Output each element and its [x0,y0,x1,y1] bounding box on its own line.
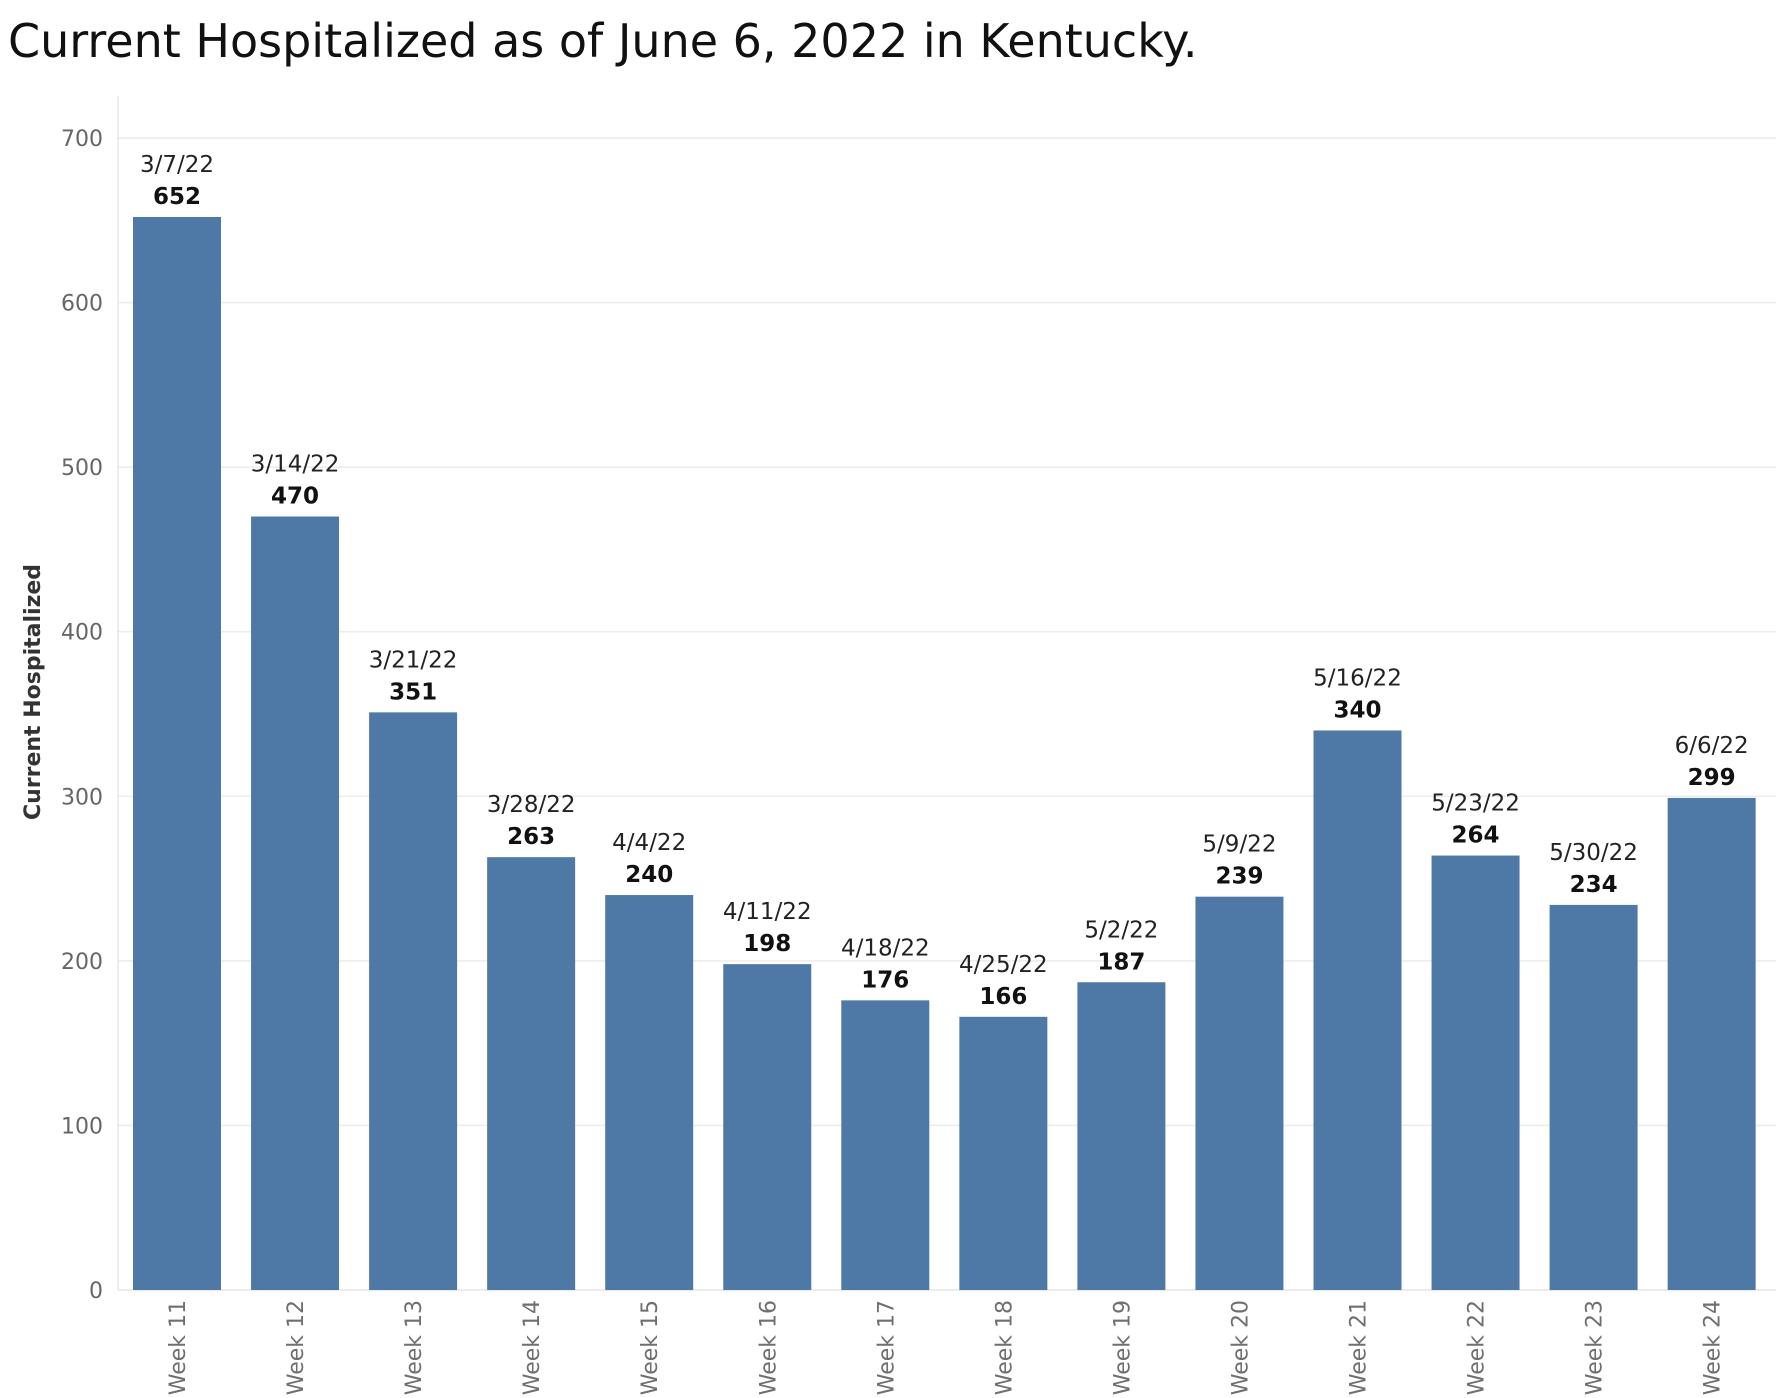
y-tick-label: 0 [89,1279,103,1304]
x-tick-label: Week 11 [166,1300,191,1395]
x-tick-label: Week 16 [756,1300,781,1395]
value-label: 264 [1452,823,1500,849]
date-label: 4/4/22 [612,830,686,856]
x-tick-label: Week 22 [1465,1300,1490,1395]
value-label: 340 [1333,697,1381,723]
date-label: 4/11/22 [723,899,812,925]
x-tick-label: Week 19 [1110,1300,1135,1395]
bar[interactable] [1313,730,1402,1290]
x-tick-label: Week 23 [1583,1300,1608,1395]
date-label: 5/30/22 [1549,840,1638,866]
y-tick-label: 300 [61,785,103,810]
x-tick-label: Week 24 [1701,1300,1726,1395]
date-label: 3/7/22 [140,152,214,178]
y-axis-label: Current Hospitalized [21,564,46,820]
x-tick-label: Week 15 [638,1300,663,1395]
y-tick-label: 700 [61,127,103,152]
data-labels: 652 3/7/22 470 3/14/22 351 3/21/22 263 3/28/22 2… [140,152,1749,1010]
bar[interactable] [605,895,694,1290]
value-label: 239 [1215,864,1263,890]
bar[interactable] [133,216,221,1291]
bar[interactable] [723,964,812,1290]
bars [133,216,1756,1291]
date-label: 4/25/22 [959,952,1048,978]
value-label: 652 [153,184,201,210]
date-label: 6/6/22 [1675,733,1749,759]
date-label: 3/21/22 [369,647,458,673]
bar[interactable] [959,1016,1048,1290]
y-tick-label: 400 [61,621,103,646]
value-label: 299 [1688,765,1736,791]
date-label: 3/28/22 [487,792,576,818]
date-label: 5/2/22 [1084,917,1158,943]
axes: 0 100 200 300 400 500 600 700 Week 11 Week 12 Week… [61,96,1776,1395]
chart-title: Current Hospitalized as of June 6, 2022 … [8,14,1198,68]
bar[interactable] [1195,896,1284,1290]
x-tick-label: Week 17 [874,1300,899,1395]
date-label: 5/23/22 [1431,791,1520,817]
x-tick-label: Week 12 [284,1300,309,1395]
x-tick-label: Week 14 [520,1300,545,1395]
bar[interactable] [1667,797,1756,1290]
value-label: 176 [861,967,909,993]
date-label: 3/14/22 [251,452,340,478]
x-tick-label: Week 13 [402,1300,427,1395]
date-label: 5/16/22 [1313,665,1402,691]
bar[interactable] [1431,855,1520,1290]
bar[interactable] [487,857,576,1290]
y-tick-label: 100 [61,1114,103,1139]
value-label: 263 [507,824,555,850]
value-label: 166 [979,984,1027,1010]
value-label: 351 [389,679,437,705]
bar[interactable] [1077,982,1166,1290]
value-label: 470 [271,484,319,510]
value-label: 198 [743,931,791,957]
x-tick-label: Week 21 [1347,1300,1372,1395]
bar[interactable] [841,1000,930,1290]
y-tick-label: 200 [61,950,103,975]
x-tick-label: Week 18 [992,1300,1017,1395]
value-label: 234 [1570,872,1618,898]
x-tick-label: Week 20 [1228,1300,1253,1395]
y-tick-label: 500 [61,456,103,481]
bar[interactable] [251,516,340,1290]
value-label: 187 [1097,949,1145,975]
gridlines [118,137,1776,1127]
date-label: 5/9/22 [1202,832,1276,858]
date-label: 4/18/22 [841,935,930,961]
y-tick-label: 600 [61,292,103,317]
value-label: 240 [625,862,673,888]
bar[interactable] [1549,904,1638,1290]
bar[interactable] [369,712,458,1290]
